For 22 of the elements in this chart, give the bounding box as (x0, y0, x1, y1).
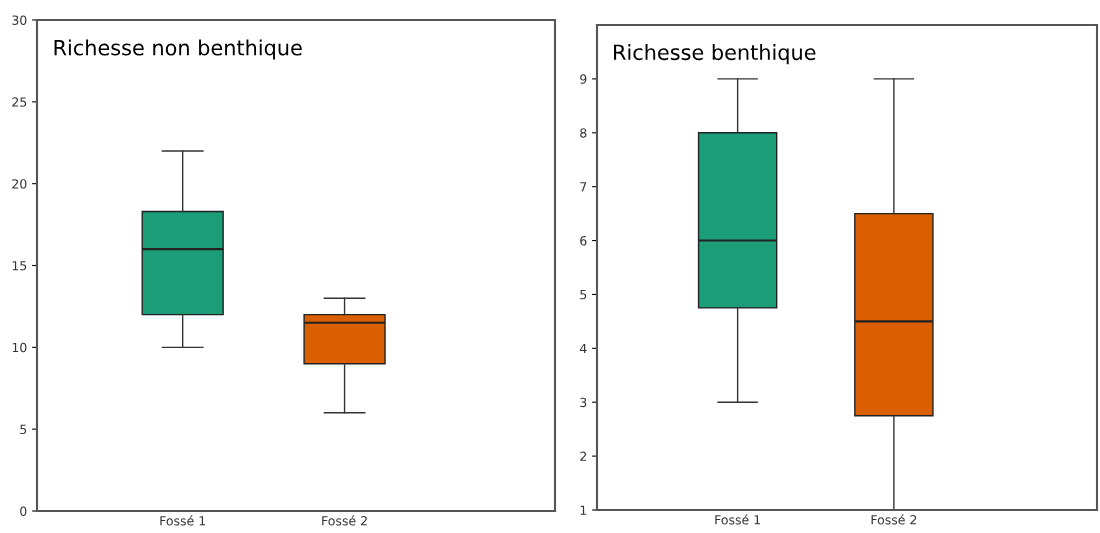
text: Richesse benthique (614, 44, 816, 65)
y-tick-label: 9 (580, 74, 587, 84)
y-tick-label: 5 (580, 290, 587, 300)
y-tick-label: 25 (12, 97, 27, 107)
y-tick-label: 7 (580, 182, 587, 192)
y-tick-label: 1 (580, 505, 587, 515)
y-tick-label: 0 (20, 506, 27, 516)
x-tick-label: Fossé 1 (160, 515, 206, 526)
y-tick-label: 20 (12, 179, 27, 189)
text: Richesse non benthique (54, 39, 302, 60)
x-tick-label: Fossé 2 (322, 515, 367, 526)
y-tick-label: 2 (580, 451, 587, 461)
x-tick-label: Fossé 1 (715, 514, 760, 525)
y-tick-label: 3 (580, 397, 587, 408)
y-tick-label: 5 (20, 424, 27, 435)
y-tick-label: 4 (579, 343, 587, 354)
x-tick-label: Fossé 2 (871, 514, 917, 525)
y-tick-label: 10 (12, 342, 27, 353)
y-tick-label: 6 (580, 236, 587, 246)
y-tick-label: 8 (580, 128, 587, 138)
y-tick-label: 15 (12, 261, 27, 271)
y-tick-label: 30 (12, 15, 27, 25)
